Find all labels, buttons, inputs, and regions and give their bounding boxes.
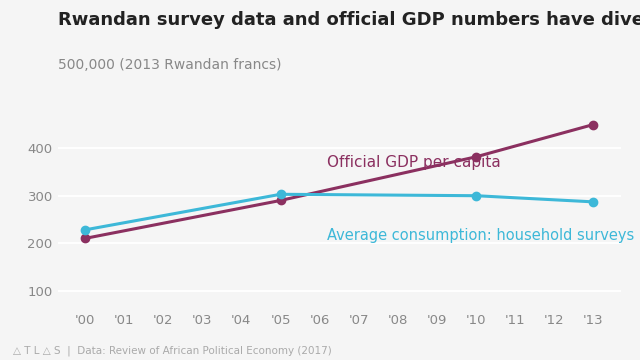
Text: Average consumption: household surveys: Average consumption: household surveys <box>328 228 635 243</box>
Text: Rwandan survey data and official GDP numbers have diverged: Rwandan survey data and official GDP num… <box>58 11 640 29</box>
Text: Official GDP per capita: Official GDP per capita <box>328 154 501 170</box>
Text: △ T L △ S  |  Data: Review of African Political Economy (2017): △ T L △ S | Data: Review of African Poli… <box>13 346 332 356</box>
Text: 500,000 (2013 Rwandan francs): 500,000 (2013 Rwandan francs) <box>58 58 281 72</box>
